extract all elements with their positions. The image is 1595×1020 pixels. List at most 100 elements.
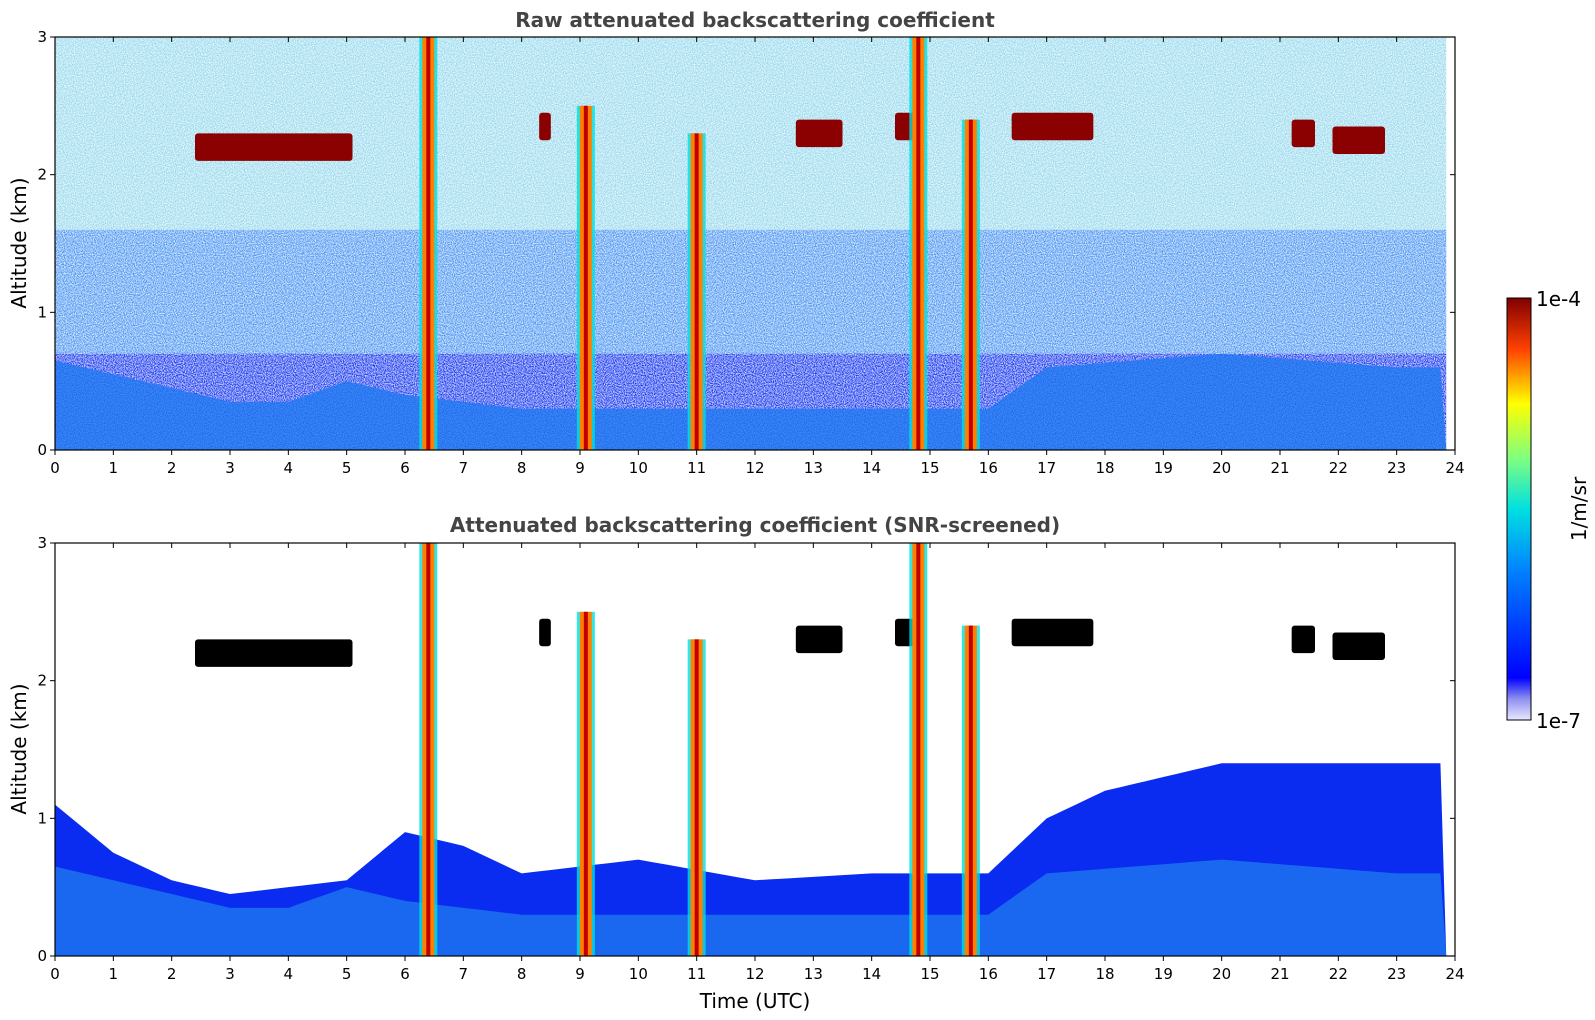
x-tick-label: 24: [1445, 965, 1464, 983]
x-tick-label: 6: [400, 459, 410, 477]
precip-core-2: [583, 611, 588, 956]
x-ticks-raw: 0 1 2 3 4 5 6 7 8 9 10 11 12 13 14 15 16 17 18 19 20 21 22 23 24: [50, 37, 1465, 477]
colorbar-gradient: [1506, 297, 1532, 721]
x-tick-label: 14: [862, 459, 881, 477]
x-tick-label: 6: [400, 965, 410, 983]
cloud-layer-5: [1011, 618, 1094, 647]
x-tick-label: 5: [342, 965, 352, 983]
cloud-layer-2: [539, 618, 551, 647]
cloud-layer-5: [1011, 112, 1094, 141]
colorbar-unit-label: 1/m/sr: [1567, 476, 1591, 541]
cloud-layer-3: [795, 625, 843, 654]
x-tick-label: 19: [1154, 459, 1173, 477]
x-tick-label: 18: [1095, 965, 1114, 983]
x-tick-label: 11: [687, 965, 706, 983]
panel-screened: Attenuated backscattering coefficient (S…: [7, 513, 1465, 1013]
y-tick-label: 2: [37, 166, 47, 184]
x-tick-label: 16: [979, 965, 998, 983]
cloud-layer-1: [195, 639, 353, 667]
x-tick-label: 21: [1270, 965, 1289, 983]
x-tick-label: 23: [1387, 965, 1406, 983]
cloud-layer-3: [795, 119, 843, 148]
y-axis-label-raw: Altitude (km): [7, 177, 31, 308]
x-tick-label: 9: [575, 965, 585, 983]
boundary-layer: [55, 353, 1447, 450]
x-tick-label: 17: [1037, 459, 1056, 477]
x-tick-label: 0: [50, 459, 60, 477]
x-tick-label: 14: [862, 965, 881, 983]
precip-core-2: [583, 105, 588, 450]
x-tick-label: 15: [920, 459, 939, 477]
precip-core-4: [916, 543, 921, 956]
x-tick-label: 7: [459, 965, 469, 983]
x-tick-label: 12: [745, 965, 764, 983]
x-tick-label: 10: [629, 965, 648, 983]
x-tick-label: 11: [687, 459, 706, 477]
cloud-layer-6: [1291, 119, 1315, 148]
x-tick-label: 2: [167, 459, 177, 477]
x-tick-label: 4: [284, 965, 294, 983]
x-tick-label: 23: [1387, 459, 1406, 477]
cloud-layer-7: [1332, 632, 1385, 661]
y-tick-label: 3: [37, 28, 47, 46]
x-tick-label: 5: [342, 459, 352, 477]
precip-core-3: [694, 133, 699, 450]
x-axis-label: Time (UTC): [699, 989, 811, 1013]
x-tick-label: 22: [1329, 459, 1348, 477]
x-tick-label: 10: [629, 459, 648, 477]
y-tick-label: 3: [37, 534, 47, 552]
cloud-layer-7: [1332, 126, 1385, 155]
x-tick-label: 24: [1445, 459, 1464, 477]
x-tick-label: 13: [804, 965, 823, 983]
x-tick-label: 21: [1270, 459, 1289, 477]
x-tick-label: 19: [1154, 965, 1173, 983]
cloud-layer-1: [195, 133, 353, 161]
plot-area-raw: [55, 37, 1447, 450]
x-tick-label: 1: [109, 459, 119, 477]
x-tick-label: 22: [1329, 965, 1348, 983]
y-axis-label-screened: Altitude (km): [7, 683, 31, 814]
cloud-layer-2: [539, 112, 551, 141]
y-tick-label: 0: [37, 947, 47, 965]
x-tick-label: 7: [459, 459, 469, 477]
precip-core-1: [426, 37, 431, 450]
colorbar-min-label: 1e-7: [1536, 709, 1581, 733]
x-tick-label: 18: [1095, 459, 1114, 477]
precip-core-3: [694, 639, 699, 956]
x-tick-label: 8: [517, 459, 527, 477]
colorbar: 1e-4 1e-7 1/m/sr: [1506, 287, 1591, 733]
x-tick-label: 12: [745, 459, 764, 477]
y-tick-label: 1: [37, 303, 47, 321]
x-tick-label: 9: [575, 459, 585, 477]
boundary-layer: [55, 859, 1447, 956]
y-ticks-raw: 0 1 2 3: [37, 28, 1455, 459]
x-tick-label: 15: [920, 965, 939, 983]
panel-title-screened: Attenuated backscattering coefficient (S…: [450, 513, 1060, 537]
x-tick-label: 3: [225, 965, 235, 983]
x-tick-label: 0: [50, 965, 60, 983]
x-tick-label: 4: [284, 459, 294, 477]
colorbar-max-label: 1e-4: [1536, 287, 1581, 311]
x-tick-label: 2: [167, 965, 177, 983]
precip-core-5: [968, 625, 973, 956]
plot-area-screened: [55, 543, 1447, 956]
x-tick-label: 17: [1037, 965, 1056, 983]
x-tick-label: 8: [517, 965, 527, 983]
cloud-layer-6: [1291, 625, 1315, 654]
x-tick-label: 1: [109, 965, 119, 983]
x-tick-label: 3: [225, 459, 235, 477]
precip-core-1: [426, 543, 431, 956]
x-ticks-screened: 0 1 2 3 4 5 6 7 8 9 10 11 12 13 14 15 16 17 18 19 20 21 22 23 24: [50, 543, 1465, 983]
y-tick-label: 2: [37, 672, 47, 690]
precip-core-4: [916, 37, 921, 450]
panel-raw: Raw attenuated backscattering coefficien…: [7, 8, 1465, 477]
x-tick-label: 16: [979, 459, 998, 477]
y-tick-label: 0: [37, 441, 47, 459]
y-tick-label: 1: [37, 809, 47, 827]
panel-title-raw: Raw attenuated backscattering coefficien…: [515, 8, 995, 32]
x-tick-label: 20: [1212, 459, 1231, 477]
precip-core-5: [968, 119, 973, 450]
x-tick-label: 20: [1212, 965, 1231, 983]
x-tick-label: 13: [804, 459, 823, 477]
